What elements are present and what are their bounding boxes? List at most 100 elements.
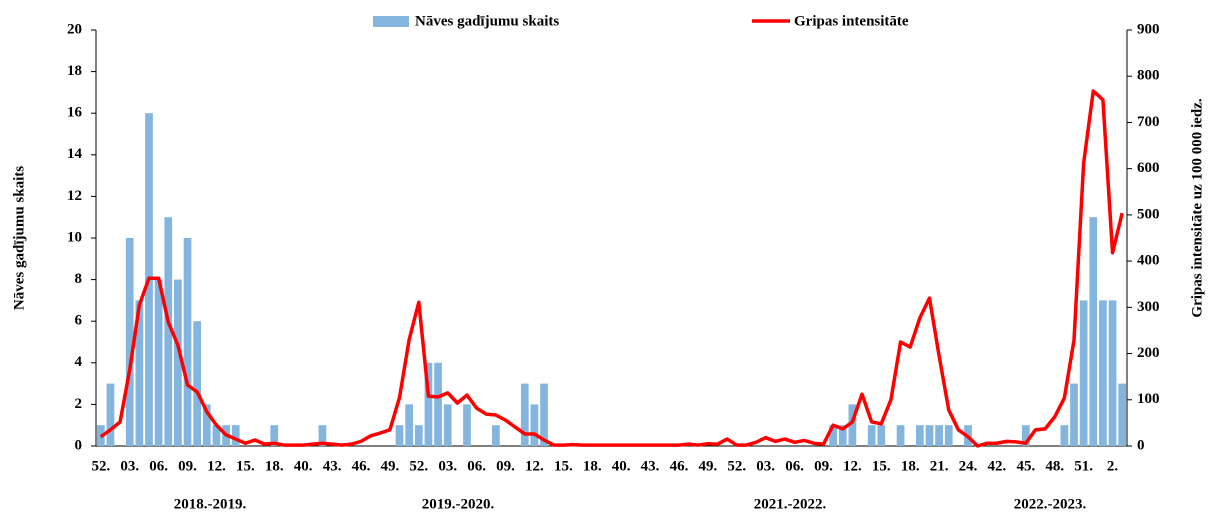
bar	[877, 425, 886, 446]
season-label: 2019.-2020.	[422, 496, 495, 512]
season-label: 2018.-2019.	[174, 496, 247, 512]
bar	[434, 362, 442, 446]
x-tick-label: 06.	[785, 458, 804, 474]
bar	[443, 404, 452, 446]
bar	[154, 279, 163, 446]
y-tick-label: 20	[67, 21, 82, 37]
bar	[202, 404, 211, 446]
x-tick-label: 43.	[323, 458, 342, 474]
y2-tick-label: 300	[1137, 299, 1160, 315]
x-tick-label: 40.	[612, 458, 631, 474]
bar	[1118, 383, 1127, 446]
y-tick-label: 0	[75, 437, 83, 453]
x-tick-label: 15.	[872, 458, 891, 474]
bar	[1099, 300, 1107, 446]
bar	[212, 425, 221, 446]
x-tick-label: 12.	[525, 458, 544, 474]
y-tick-label: 12	[67, 188, 82, 204]
x-tick-label: 12.	[843, 458, 862, 474]
x-tick-label: 42.	[988, 458, 1007, 474]
season-label: 2022.-2023.	[1014, 496, 1087, 512]
bar	[530, 404, 539, 446]
bar	[1070, 383, 1078, 446]
x-tick-label: 24.	[959, 458, 978, 474]
x-tick-label: 06.	[149, 458, 168, 474]
x-tick-label: 49.	[381, 458, 400, 474]
line	[99, 89, 1124, 448]
x-tick-label: 09.	[496, 458, 515, 474]
x-tick-label: 40.	[294, 458, 313, 474]
x-tick-label: 03.	[120, 458, 139, 474]
x-tick-label: 18.	[901, 458, 920, 474]
y2-tick-label: 800	[1137, 68, 1160, 84]
x-tick-label: 03.	[756, 458, 775, 474]
y2-tick-label: 500	[1137, 206, 1160, 222]
bar	[848, 404, 857, 446]
x-tick-label: 18.	[265, 458, 284, 474]
bar	[395, 425, 404, 446]
x-tick-label: 18.	[583, 458, 602, 474]
season-label: 2021.-2022.	[754, 496, 827, 512]
x-tick-label: 51.	[1074, 458, 1093, 474]
bar	[183, 238, 192, 446]
bar	[925, 425, 934, 446]
x-tick-label: 03.	[438, 458, 457, 474]
x-tick-label: 21.	[930, 458, 949, 474]
bar	[1089, 217, 1098, 446]
bar	[896, 425, 905, 446]
bar	[164, 217, 173, 446]
y-tick-label: 10	[67, 229, 82, 245]
x-tick-label: 52.	[409, 458, 428, 474]
bar	[867, 425, 876, 446]
bar	[231, 425, 240, 446]
x-tick-label: 09.	[814, 458, 833, 474]
x-tick-label: 46.	[670, 458, 689, 474]
y2-tick-label: 900	[1137, 21, 1160, 37]
x-tick-label: 06.	[467, 458, 486, 474]
bar	[944, 425, 953, 446]
bar	[318, 425, 327, 446]
y2-tick-label: 400	[1137, 253, 1160, 269]
y-tick-label: 16	[67, 105, 83, 121]
y-tick-label: 18	[67, 63, 82, 79]
y2-axis-title: Gripas intensitāte uz 100 000 iedz.	[1189, 98, 1205, 317]
bar	[405, 404, 414, 446]
bar	[270, 425, 279, 446]
y2-tick-label: 700	[1137, 114, 1160, 130]
bar	[135, 300, 144, 446]
legend-swatch	[373, 16, 409, 27]
y-axis-title: Nāves gadījumu skaits	[11, 166, 27, 310]
bar	[125, 238, 134, 446]
y-tick-label: 4	[75, 354, 83, 370]
x-tick-label: 48.	[1045, 458, 1064, 474]
x-tick-label: 12.	[207, 458, 226, 474]
y2-tick-label: 200	[1137, 345, 1160, 361]
y2-tick-label: 0	[1137, 437, 1145, 453]
bar	[935, 425, 943, 446]
x-tick-label: 49.	[698, 458, 717, 474]
x-tick-label: 09.	[178, 458, 197, 474]
bar	[1060, 425, 1069, 446]
y2-tick-label: 600	[1137, 160, 1160, 176]
x-tick-label: 43.	[641, 458, 660, 474]
bar	[463, 404, 471, 446]
bar	[838, 425, 847, 446]
x-tick-label: 46.	[352, 458, 371, 474]
bar	[414, 425, 423, 446]
x-tick-label: 15.	[554, 458, 573, 474]
x-tick-label: 45.	[1016, 458, 1035, 474]
bar	[915, 425, 924, 446]
bar	[1021, 425, 1030, 446]
bar	[193, 321, 202, 446]
bar	[492, 425, 500, 446]
y-tick-label: 14	[67, 146, 83, 162]
y-tick-label: 6	[75, 313, 83, 329]
legend-label: Nāves gadījumu skaits	[415, 13, 559, 29]
bar	[520, 383, 529, 446]
y2-tick-label: 100	[1137, 391, 1160, 407]
legend-label: Gripas intensitāte	[794, 13, 909, 29]
x-tick-label: 52.	[91, 458, 110, 474]
x-tick-label: 2.	[1107, 458, 1119, 474]
x-tick-label: 52.	[727, 458, 746, 474]
